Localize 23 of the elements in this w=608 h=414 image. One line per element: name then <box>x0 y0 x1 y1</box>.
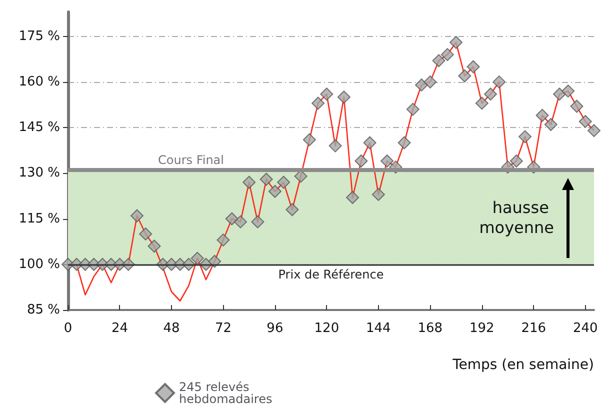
y-tick-label: 85 % <box>26 302 60 318</box>
x-tick-label: 240 <box>572 321 598 336</box>
x-tick-label: 192 <box>469 321 494 336</box>
x-tick-label: 144 <box>366 321 391 336</box>
x-tick-label: 48 <box>163 321 180 336</box>
legend-label: 245 relevés hebdomadaires <box>179 380 272 406</box>
ref-line-label: Prix de Référence <box>278 267 384 282</box>
x-tick-label: 168 <box>418 321 443 336</box>
x-tick-label: 120 <box>314 321 340 336</box>
x-tick-label: 0 <box>64 321 72 336</box>
y-tick-label: 175 % <box>18 28 60 44</box>
x-tick-label: 24 <box>111 321 128 336</box>
ref-line-label: Cours Final <box>158 153 224 168</box>
y-tick-label: 160 % <box>18 74 60 90</box>
x-axis-title: Temps (en semaine) <box>452 357 594 373</box>
x-tick-label: 96 <box>266 321 284 336</box>
y-tick-label: 100 % <box>18 256 60 272</box>
x-tick-label: 72 <box>214 321 232 336</box>
y-tick-label: 145 % <box>18 120 60 136</box>
y-tick-label: 130 % <box>18 166 60 181</box>
band-label: hausse moyenne <box>479 198 554 237</box>
x-tick-label: 216 <box>521 321 546 336</box>
y-tick-label: 115 % <box>18 211 60 226</box>
